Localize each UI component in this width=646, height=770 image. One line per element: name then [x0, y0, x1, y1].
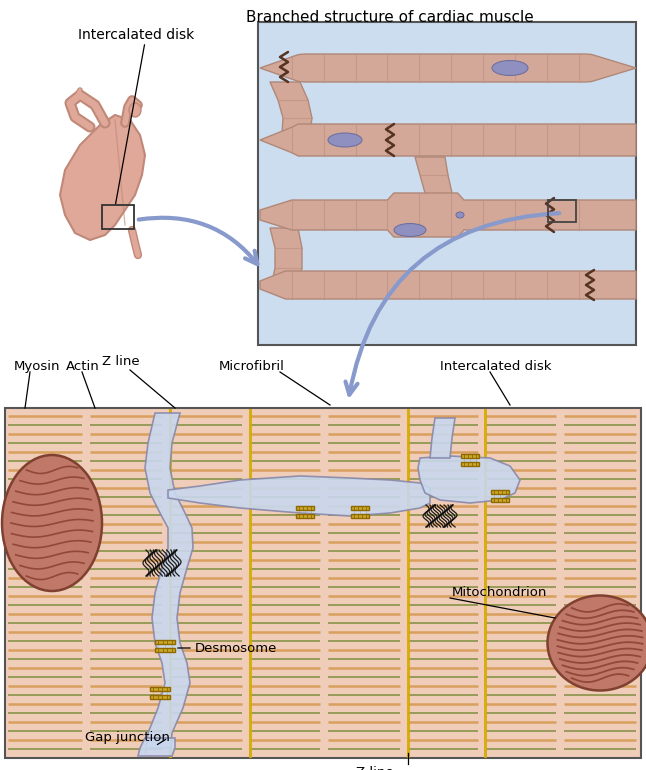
Bar: [461, 462, 479, 466]
Bar: [258, 22, 636, 345]
Ellipse shape: [548, 595, 646, 691]
Text: Z line: Z line: [102, 355, 140, 368]
Polygon shape: [270, 82, 312, 133]
Text: Z line: Z line: [356, 766, 394, 770]
Polygon shape: [260, 193, 636, 237]
Text: Branched structure of cardiac muscle: Branched structure of cardiac muscle: [246, 10, 534, 25]
Text: Intercalated disk: Intercalated disk: [78, 28, 194, 42]
Bar: [150, 687, 170, 691]
Text: Microfibril: Microfibril: [219, 360, 285, 373]
Polygon shape: [60, 115, 145, 240]
Text: Actin: Actin: [66, 360, 99, 373]
Bar: [461, 454, 479, 458]
Text: Desmosome: Desmosome: [195, 641, 277, 654]
Text: Myosin: Myosin: [14, 360, 61, 373]
Polygon shape: [270, 228, 302, 282]
Bar: [351, 507, 369, 510]
Polygon shape: [415, 157, 456, 207]
Bar: [491, 490, 509, 494]
Ellipse shape: [394, 223, 426, 236]
Ellipse shape: [456, 212, 464, 218]
Polygon shape: [168, 476, 430, 516]
Polygon shape: [260, 271, 636, 299]
Polygon shape: [138, 738, 175, 756]
Bar: [548, 200, 576, 222]
Ellipse shape: [2, 455, 102, 591]
Bar: [5, 408, 641, 758]
Bar: [155, 640, 175, 644]
Ellipse shape: [129, 103, 141, 117]
Bar: [351, 514, 369, 517]
Text: Intercalated disk: Intercalated disk: [440, 360, 552, 373]
Ellipse shape: [328, 133, 362, 147]
Polygon shape: [418, 456, 520, 503]
Bar: [150, 695, 170, 699]
Polygon shape: [260, 54, 636, 82]
Text: Gap junction: Gap junction: [85, 732, 170, 745]
Polygon shape: [260, 124, 636, 156]
Bar: [296, 507, 314, 510]
Text: Mitochondrion: Mitochondrion: [452, 587, 547, 600]
Bar: [296, 514, 314, 517]
Polygon shape: [145, 413, 193, 753]
Bar: [102, 205, 134, 229]
Bar: [491, 498, 509, 501]
Polygon shape: [430, 418, 455, 458]
Bar: [155, 648, 175, 652]
Ellipse shape: [492, 61, 528, 75]
